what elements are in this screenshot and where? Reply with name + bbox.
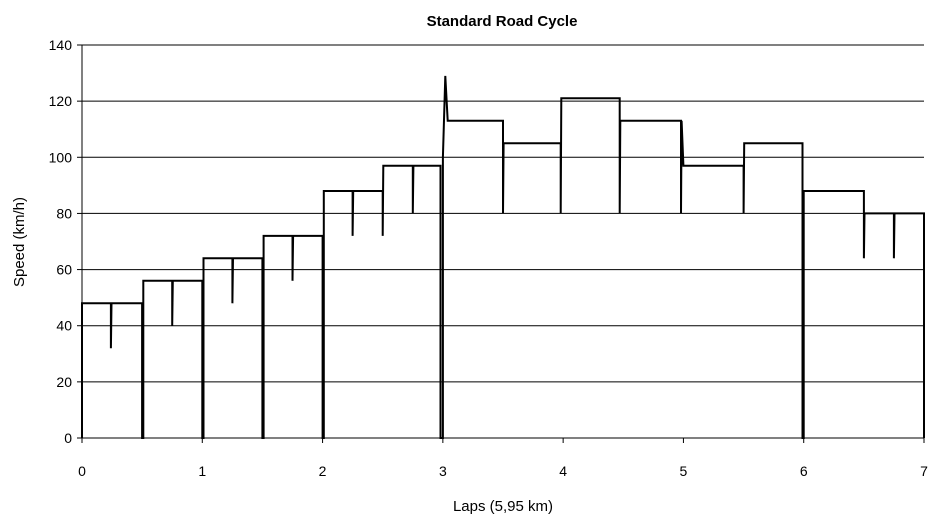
x-tick-label: 2: [319, 463, 327, 479]
x-axis-ticks: 0 1 2 3 4 5 6 7: [78, 438, 928, 479]
x-tick-label: 6: [800, 463, 808, 479]
x-tick-label: 5: [680, 463, 688, 479]
y-tick-label: 140: [49, 37, 73, 53]
y-axis-ticks: 0 20 40 60 80 100 120 140: [49, 37, 82, 446]
x-tick-label: 1: [198, 463, 206, 479]
y-tick-label: 0: [64, 430, 72, 446]
y-tick-label: 100: [49, 149, 73, 165]
y-tick-label: 120: [49, 93, 73, 109]
chart-title: Standard Road Cycle: [427, 13, 578, 30]
x-tick-label: 7: [920, 463, 928, 479]
x-axis-label: Laps (5,95 km): [453, 498, 553, 515]
x-tick-label: 4: [559, 463, 567, 479]
y-axis-label: Speed (km/h): [11, 197, 28, 287]
y-tick-label: 40: [56, 318, 72, 334]
gridlines: [82, 44, 924, 383]
y-tick-label: 20: [56, 374, 72, 390]
x-tick-label: 0: [78, 463, 86, 479]
y-tick-label: 80: [56, 205, 72, 221]
y-tick-label: 60: [56, 262, 72, 278]
speed-series-line: [81, 75, 925, 439]
x-tick-label: 3: [439, 463, 447, 479]
